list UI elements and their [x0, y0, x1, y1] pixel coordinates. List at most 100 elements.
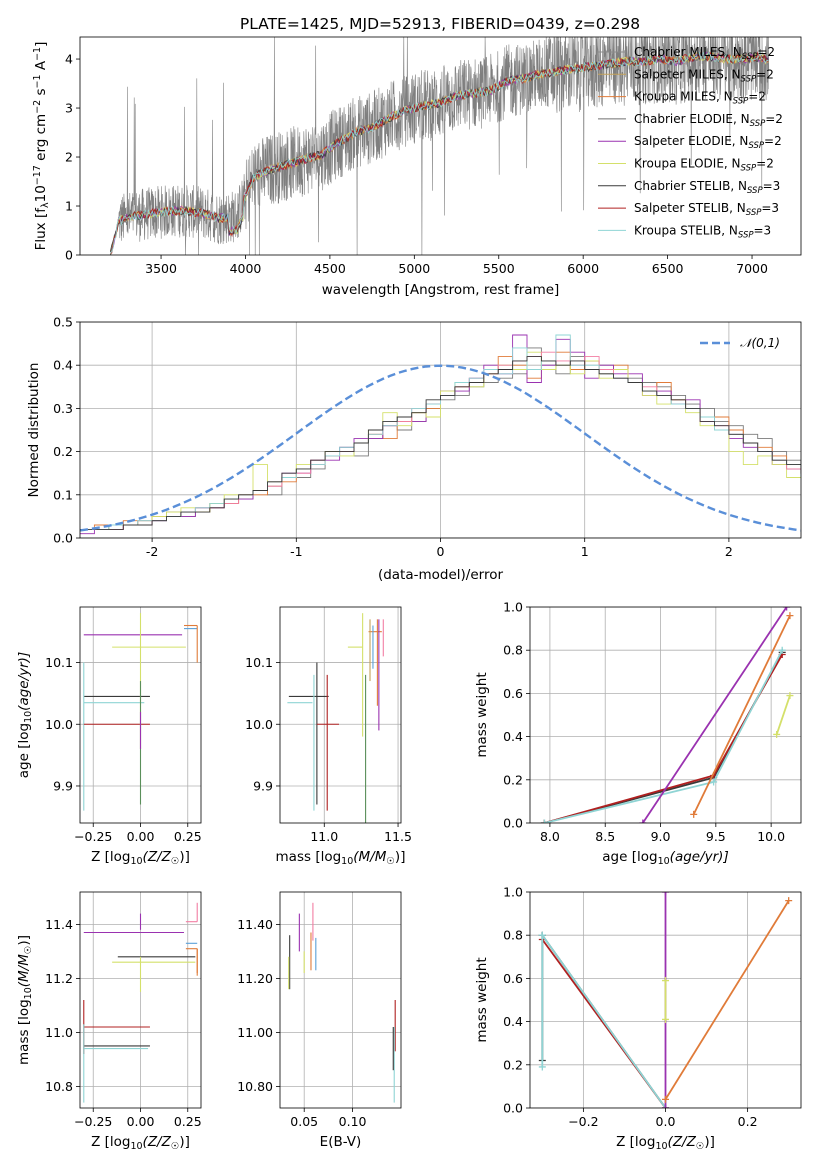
axes-frame	[79, 321, 802, 539]
panel-age-vs-Z: −0.25 0.00 0.25 9.9 10.0 10.1 Z [log10(Z/Z☉)] a…	[16, 606, 202, 867]
mass-weight-marker	[662, 977, 669, 985]
histogram-series-line	[80, 347, 801, 530]
y-tick-label: 3	[65, 101, 73, 116]
mass-weight-marker	[786, 692, 794, 700]
mass-weight-marker	[639, 819, 647, 823]
legend-entry: Kroupa MILES, NSSP=2	[634, 90, 766, 107]
x-tick-label: 0.00	[127, 1114, 155, 1129]
y-tick-label: 0.1	[53, 487, 73, 502]
x-tick-label: -1	[290, 544, 302, 559]
plot-area	[530, 607, 801, 823]
x-tick-label: 8.0	[540, 829, 560, 844]
y-tick-label: 0.2	[53, 444, 73, 459]
y-tick-label: 0.6	[503, 971, 523, 986]
x-tick-label: 0.00	[127, 829, 155, 844]
x-axis-label: mass [log10(M/M☉)]	[276, 849, 406, 867]
x-tick-label: 2	[725, 544, 733, 559]
legend-entry: Chabrier MILES, NSSP=2	[634, 45, 775, 62]
axes-frame	[79, 891, 202, 1109]
histogram-series-line	[80, 351, 801, 530]
x-tick-label: 0.0	[656, 1114, 676, 1129]
y-tick-label: 11.4	[45, 917, 73, 932]
x-tick-label: 11.0	[310, 829, 338, 844]
panel-mass-vs-Z: −0.25 0.00 0.25 10.8 11.0 11.2 11.4 Z [log10(Z/…	[16, 891, 202, 1152]
mass-weight-marker	[785, 897, 793, 905]
mass-weight-marker	[778, 646, 786, 654]
panel-mass-vs-EBV: 0.05 0.10 10.80 11.00 11.20 11.40 E(B-V)	[237, 891, 402, 1150]
y-tick-label: 0.4	[53, 358, 73, 373]
y-tick-label: 1.0	[503, 600, 523, 615]
x-tick-label: 3500	[145, 261, 177, 276]
axes-frame	[279, 606, 402, 824]
mass-weight-marker	[786, 612, 794, 620]
mass-weight-marker	[783, 607, 791, 611]
model-spectrum-line	[110, 50, 769, 254]
y-tick-label: 10.80	[237, 1079, 273, 1094]
mass-weight-line	[544, 654, 783, 823]
x-tick-label: 0	[437, 544, 445, 559]
panels: 3500 4000 4500 5000 5500 6000 6500 7000 0 1 2 3 4 Cha…	[16, 36, 802, 1152]
axes-frame	[529, 891, 802, 1109]
x-tick-label: 0.25	[174, 829, 202, 844]
figure-title: PLATE=1425, MJD=52913, FIBERID=0439, z=0…	[240, 15, 640, 33]
mass-weight-marker	[538, 1063, 546, 1071]
y-axis-label: mass [log10(M/M☉)]	[16, 935, 34, 1065]
x-tick-label: −0.25	[74, 829, 112, 844]
y-axis-label: mass weight	[474, 672, 490, 757]
y-tick-label: 11.20	[237, 971, 273, 986]
x-tick-label: 7000	[736, 261, 768, 276]
legend-entry: Salpeter ELODIE, NSSP=2	[634, 134, 782, 151]
error-bar-point	[83, 1024, 149, 1103]
x-tick-label: 5500	[483, 261, 515, 276]
y-tick-label: 0.4	[503, 729, 523, 744]
mass-weight-marker	[538, 931, 546, 939]
y-tick-label: 11.40	[237, 917, 273, 932]
legend-entry: Salpeter MILES, NSSP=2	[634, 67, 774, 84]
x-tick-label: 8.5	[595, 829, 615, 844]
y-tick-label: 2	[65, 150, 73, 165]
x-tick-label: 5000	[398, 261, 430, 276]
y-tick-label: 11.0	[45, 1025, 73, 1040]
panel-spectrum: 3500 4000 4500 5000 5500 6000 6500 7000 0 1 2 3 4 Cha…	[32, 36, 802, 298]
mass-weight-marker	[773, 730, 781, 738]
legend-entry: Chabrier STELIB, NSSP=3	[634, 179, 780, 196]
spectrum-legend: Chabrier MILES, NSSP=2 Salpeter MILES, NS…	[598, 45, 783, 240]
x-axis-label: (data-model)/error	[378, 567, 504, 583]
x-axis-label: Z [log10(Z/Z☉)]	[91, 1134, 190, 1152]
plot-area	[80, 322, 801, 538]
y-axis-label: Normed distribution	[26, 363, 42, 498]
gaussian-reference-line	[80, 364, 801, 532]
mass-weight-marker	[710, 778, 718, 786]
panel-mass-weight-vs-age: 8.0 8.5 9.0 9.5 10.0 0.0 0.2 0.4 0.6 0.8 1.0 age [l…	[474, 600, 802, 867]
x-tick-label: 0.10	[339, 1114, 367, 1129]
y-tick-label: 0.3	[53, 401, 73, 416]
legend-entry: Salpeter STELIB, NSSP=3	[634, 201, 779, 218]
y-tick-label: 9.9	[253, 778, 273, 793]
panel-mass-weight-vs-Z: −0.2 0.0 0.2 0.0 0.2 0.4 0.6 0.8 1.0 Z [log10(Z/Z…	[474, 885, 802, 1152]
panel-age-vs-mass: 11.0 11.5 9.9 10.0 10.1 mass [log10(M/M☉)]	[245, 606, 412, 867]
y-tick-label: 0.8	[503, 643, 523, 658]
plot-area	[80, 892, 201, 1108]
x-tick-label: 6000	[567, 261, 599, 276]
mass-weight-marker	[662, 1104, 669, 1108]
x-tick-label: 4000	[230, 261, 262, 276]
plot-area	[530, 892, 801, 1108]
y-tick-label: 0.5	[53, 315, 73, 330]
x-axis-label: E(B-V)	[320, 1134, 362, 1150]
legend-entry: Chabrier ELODIE, NSSP=2	[634, 112, 783, 129]
axes-frame	[279, 891, 402, 1109]
x-tick-label: 0.05	[290, 1114, 318, 1129]
y-tick-label: 11.00	[237, 1025, 273, 1040]
y-tick-label: 10.8	[45, 1079, 73, 1094]
y-tick-label: 0	[65, 248, 73, 263]
plot-area	[109, 37, 770, 255]
mass-weight-marker	[662, 1095, 669, 1103]
y-tick-label: 0.0	[503, 816, 523, 831]
y-tick-label: 0.0	[503, 1101, 523, 1116]
plot-area	[80, 607, 201, 823]
x-tick-label: −0.2	[568, 1114, 598, 1129]
x-tick-label: 9.5	[706, 829, 726, 844]
y-tick-label: 10.0	[245, 717, 273, 732]
x-tick-label: 6500	[652, 261, 684, 276]
